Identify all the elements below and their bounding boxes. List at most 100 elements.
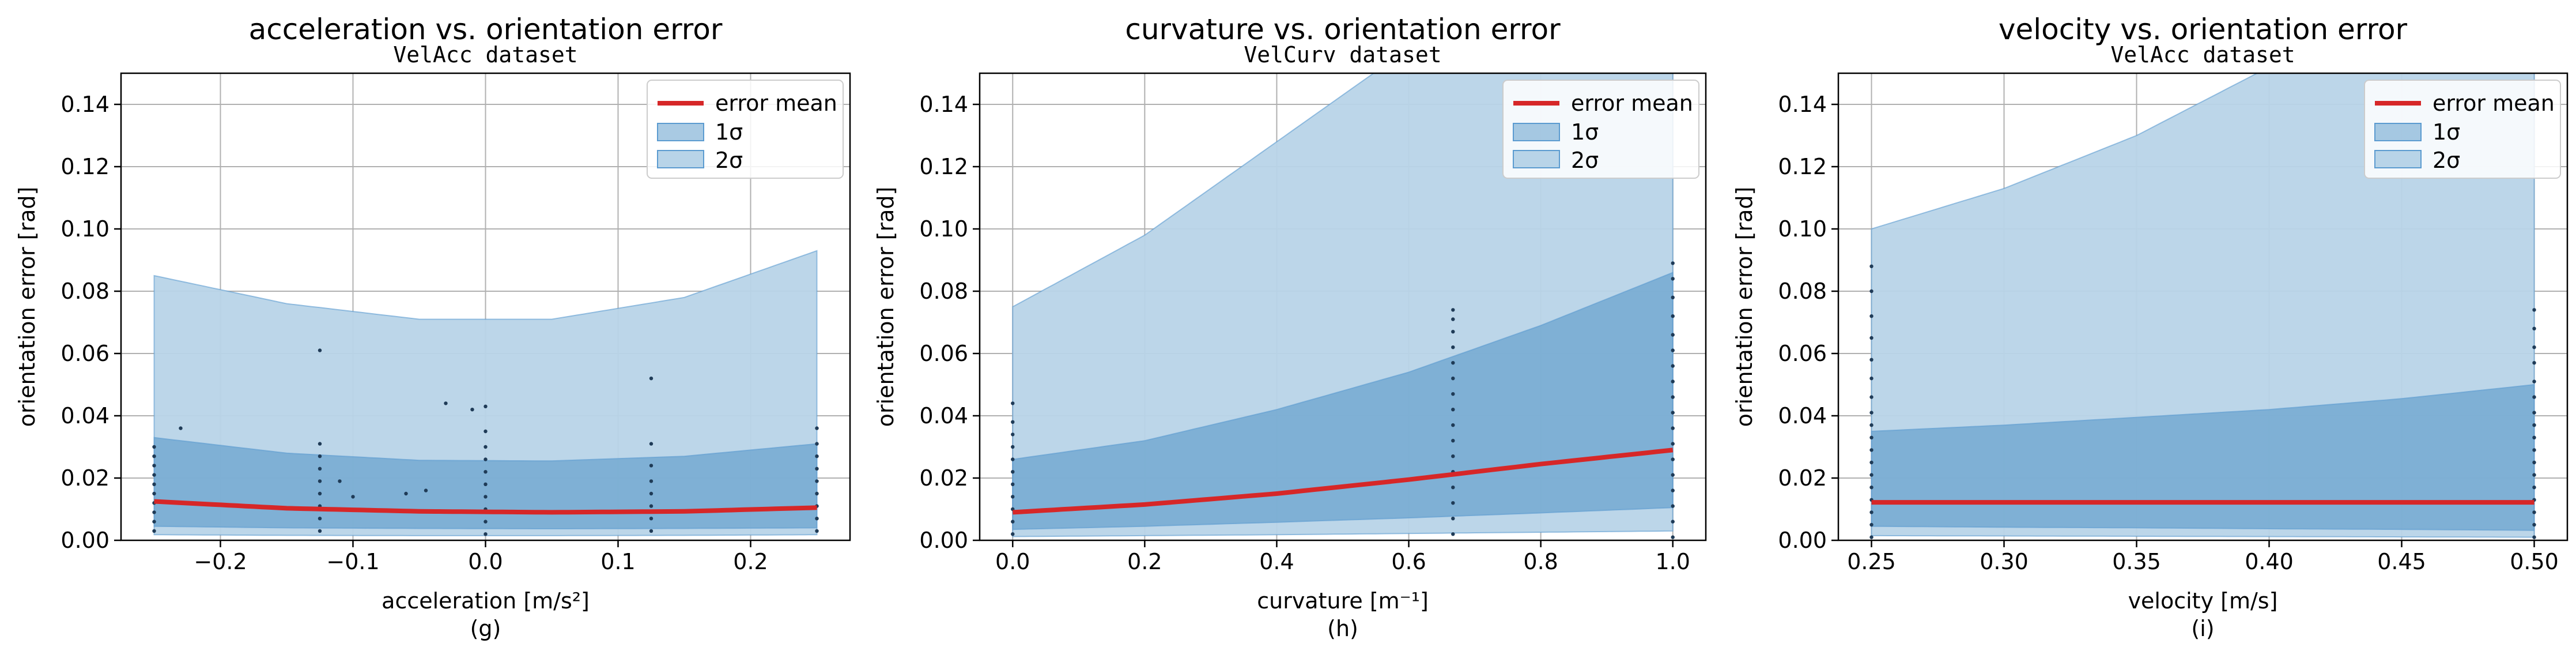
data-point — [2532, 460, 2536, 465]
data-point — [1869, 460, 1874, 465]
data-point — [1671, 261, 1675, 265]
y-tick-label: 0.06 — [1778, 341, 1827, 366]
x-tick-label: 0.4 — [1259, 549, 1294, 574]
x-tick-label: 0.35 — [2112, 549, 2161, 574]
y-tick-label: 0.04 — [61, 403, 109, 428]
data-point — [1869, 473, 1874, 477]
legend-swatch-2sigma — [1513, 150, 1560, 168]
data-point — [1451, 517, 1455, 521]
data-point — [484, 520, 488, 524]
data-point — [1671, 364, 1675, 368]
data-point — [470, 408, 474, 412]
data-point — [152, 454, 156, 458]
y-tick-label: 0.08 — [919, 279, 968, 304]
data-point — [1869, 411, 1874, 415]
y-tick-label: 0.12 — [919, 154, 968, 179]
x-tick-label: 0.8 — [1523, 549, 1558, 574]
y-tick-label: 0.04 — [919, 403, 968, 428]
data-point — [815, 467, 819, 471]
data-point — [1451, 408, 1455, 412]
data-point — [1011, 532, 1015, 536]
y-tick-label: 0.14 — [919, 92, 968, 117]
data-point — [815, 529, 819, 533]
data-point — [1451, 439, 1455, 443]
data-point — [649, 517, 654, 521]
data-point — [815, 491, 819, 496]
x-tick-label: 0.0 — [468, 549, 503, 574]
data-point — [2532, 308, 2536, 312]
y-tick-label: 0.10 — [61, 216, 109, 242]
data-point — [2532, 522, 2536, 527]
chart-title: curvature vs. orientation error — [1125, 13, 1561, 46]
data-point — [649, 377, 654, 381]
legend-label-2sigma: 2σ — [2433, 148, 2460, 173]
data-point — [318, 491, 322, 496]
data-point — [444, 401, 448, 405]
y-tick-label: 0.02 — [1778, 465, 1827, 491]
data-point — [2532, 510, 2536, 514]
data-point — [1011, 420, 1015, 424]
data-point — [1451, 308, 1455, 312]
data-point — [649, 504, 654, 508]
data-point — [1011, 445, 1015, 449]
panel-caption: (i) — [2191, 616, 2214, 641]
band-1sigma — [1871, 383, 2535, 531]
data-point — [1011, 401, 1015, 405]
panel-caption: (g) — [470, 616, 501, 641]
data-point — [649, 442, 654, 446]
data-point — [1869, 522, 1874, 527]
data-point — [1671, 295, 1675, 299]
legend-label-2sigma: 2σ — [1571, 148, 1599, 173]
data-point — [1671, 426, 1675, 430]
data-point — [351, 495, 355, 499]
y-tick-label: 0.04 — [1778, 403, 1827, 428]
y-tick-label: 0.10 — [919, 216, 968, 242]
y-tick-label: 0.12 — [1778, 154, 1827, 179]
data-point — [1671, 395, 1675, 399]
data-point — [484, 532, 488, 536]
x-tick-label: 0.25 — [1847, 549, 1896, 574]
legend-swatch-1sigma — [2374, 123, 2422, 141]
plot-area — [121, 73, 850, 540]
legend-label-mean: error mean — [715, 91, 837, 116]
chart-subtitle: VelCurv dataset — [1244, 42, 1441, 67]
data-point — [2532, 345, 2536, 349]
data-point — [1869, 395, 1874, 399]
y-tick-label: 0.08 — [61, 279, 109, 304]
data-point — [1451, 454, 1455, 458]
data-point — [1011, 457, 1015, 461]
x-tick-label: 0.6 — [1391, 549, 1426, 574]
data-point — [1451, 317, 1455, 321]
data-point — [815, 479, 819, 483]
data-point — [1671, 348, 1675, 352]
data-point — [1671, 488, 1675, 492]
data-point — [1011, 470, 1015, 474]
data-point — [649, 479, 654, 483]
legend-label-1sigma: 1σ — [1571, 119, 1599, 145]
x-tick-label: 0.2 — [733, 549, 768, 574]
x-axis-label: curvature [m⁻¹] — [1257, 588, 1429, 614]
data-point — [318, 454, 322, 458]
data-point — [484, 482, 488, 486]
data-point — [2532, 326, 2536, 330]
data-point — [1451, 486, 1455, 490]
x-axis-label: acceleration [m/s²] — [382, 588, 590, 614]
data-point — [1011, 520, 1015, 524]
data-point — [1451, 392, 1455, 396]
data-point — [318, 442, 322, 446]
y-tick-label: 0.10 — [1778, 216, 1827, 242]
data-point — [318, 517, 322, 521]
data-point — [2532, 423, 2536, 427]
legend-swatch-1sigma — [657, 123, 704, 141]
data-point — [1869, 423, 1874, 427]
data-point — [1869, 448, 1874, 452]
y-tick-label: 0.00 — [919, 528, 968, 553]
data-point — [318, 467, 322, 471]
data-point — [1869, 314, 1874, 318]
data-point — [1011, 482, 1015, 486]
legend: error mean 1σ 2σ — [2364, 80, 2561, 179]
x-tick-label: −0.1 — [326, 549, 379, 574]
data-point — [1671, 520, 1675, 524]
y-axis-label: orientation error [rad] — [14, 187, 40, 427]
y-tick-label: 0.00 — [61, 528, 109, 553]
